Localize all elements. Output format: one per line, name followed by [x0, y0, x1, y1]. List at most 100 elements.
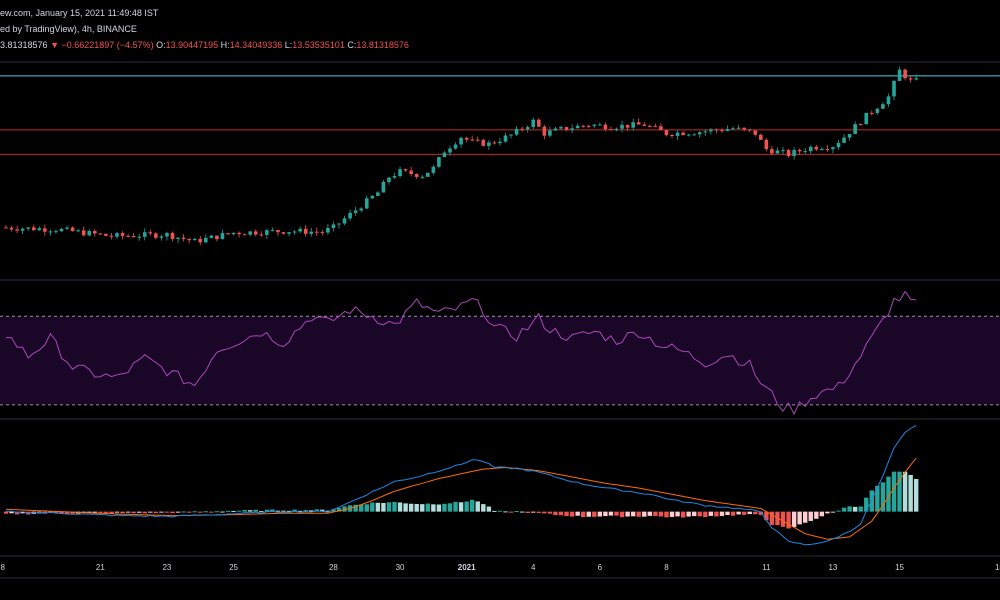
x-tick-label: 21 [96, 563, 105, 572]
macd-histogram-bar [581, 511, 586, 518]
candle-body [248, 231, 252, 235]
macd-histogram-bar [309, 510, 314, 512]
x-tick-label: 2021 [458, 563, 476, 572]
macd-histogram-bar [730, 511, 736, 516]
macd-histogram-bar [558, 511, 564, 516]
macd-histogram-bar [569, 511, 575, 517]
candle-body [93, 230, 97, 234]
candle-body [253, 231, 258, 235]
macd-histogram-bar [353, 504, 358, 512]
candle-body [353, 210, 358, 213]
candle-body [115, 233, 119, 237]
macd-histogram-bar [286, 510, 292, 512]
candle-body [376, 192, 380, 196]
candle-body [159, 236, 164, 238]
candle-body [609, 129, 613, 131]
price-pane[interactable] [0, 66, 1000, 246]
candle-body [598, 124, 602, 126]
macd-histogram-bar [497, 510, 503, 512]
candle-body [176, 237, 180, 239]
candle-body [831, 147, 835, 150]
macd-histogram-bar [203, 511, 208, 513]
macd-histogram-bar [675, 511, 680, 517]
macd-histogram-bar [220, 511, 225, 513]
x-tick-label: 8 [664, 563, 669, 572]
macd-histogram-bar [98, 511, 103, 513]
candle-body [864, 112, 869, 125]
macd-histogram-bar [431, 504, 436, 512]
candle-body [581, 125, 585, 127]
candle-body [797, 150, 802, 152]
candle-body [697, 132, 702, 135]
candle-body [414, 174, 419, 177]
candle-body [192, 238, 197, 241]
macd-histogram-bar [481, 504, 486, 512]
candle-body [337, 223, 341, 225]
ohlc-open-label: O: [156, 40, 166, 50]
ohlc-close-label: C: [347, 40, 357, 50]
candle-body [686, 134, 691, 136]
candle-body [420, 176, 425, 178]
macd-histogram-bar [531, 511, 536, 513]
candle-body [98, 233, 103, 235]
macd-histogram-bar [608, 511, 614, 516]
candle-body [287, 232, 291, 234]
macd-histogram-bar [142, 511, 147, 514]
candle-body [692, 134, 696, 136]
macd-histogram-bar [170, 511, 175, 514]
candle-body [326, 227, 330, 233]
macd-histogram-bar [725, 511, 730, 516]
x-tick-label: 6 [598, 563, 603, 572]
macd-pane[interactable] [3, 424, 919, 546]
macd-histogram-bar [420, 504, 425, 512]
candle-body [48, 231, 53, 233]
candle-body [392, 176, 397, 178]
rsi-pane[interactable] [0, 290, 1000, 416]
macd-histogram-bar [847, 506, 852, 512]
macd-histogram-bar [359, 504, 364, 512]
candle-body [814, 146, 819, 150]
candle-body [520, 128, 524, 130]
macd-histogram-bar [791, 511, 797, 528]
macd-histogram-bar [830, 511, 836, 513]
candle-body [542, 126, 547, 136]
candle-body [564, 127, 569, 130]
candle-body [781, 150, 785, 152]
x-tick-label: 30 [396, 563, 405, 572]
candle-body [720, 130, 724, 132]
macd-histogram-bar [630, 511, 636, 517]
macd-histogram-bar [841, 507, 847, 512]
chart-instrument-line: ed by TradingView), 4h, BINANCE [0, 24, 137, 34]
macd-histogram-bar [758, 511, 763, 515]
chart-source-line: ew.com, January 15, 2021 11:49:48 IST [0, 8, 159, 18]
macd-histogram-bar [125, 511, 131, 513]
macd-histogram-bar [680, 511, 686, 518]
candle-body [364, 198, 369, 209]
candle-body [43, 228, 47, 232]
macd-histogram-bar [336, 508, 342, 512]
macd-histogram-bar [236, 510, 242, 512]
macd-histogram-bar [536, 511, 541, 513]
candle-body [54, 231, 58, 233]
candle-body [736, 127, 741, 129]
candle-body [137, 236, 141, 238]
candle-body [487, 142, 491, 146]
macd-histogram-bar [553, 511, 558, 516]
candle-body [586, 125, 591, 127]
candle-body [492, 142, 497, 144]
candle-body [109, 235, 114, 237]
macd-histogram-bar [198, 511, 203, 513]
candle-body [276, 230, 280, 233]
macd-histogram-bar [864, 497, 869, 512]
macd-histogram-bar [642, 511, 647, 517]
macd-histogram-bar [542, 511, 547, 514]
macd-histogram-bar [597, 511, 603, 517]
macd-histogram-bar [209, 511, 214, 513]
candle-body [514, 128, 519, 135]
candle-body [625, 124, 630, 128]
macd-histogram-bar [653, 511, 658, 516]
macd-histogram-bar [259, 511, 264, 513]
macd-histogram-bar [442, 503, 447, 512]
macd-histogram-bar [292, 509, 297, 512]
